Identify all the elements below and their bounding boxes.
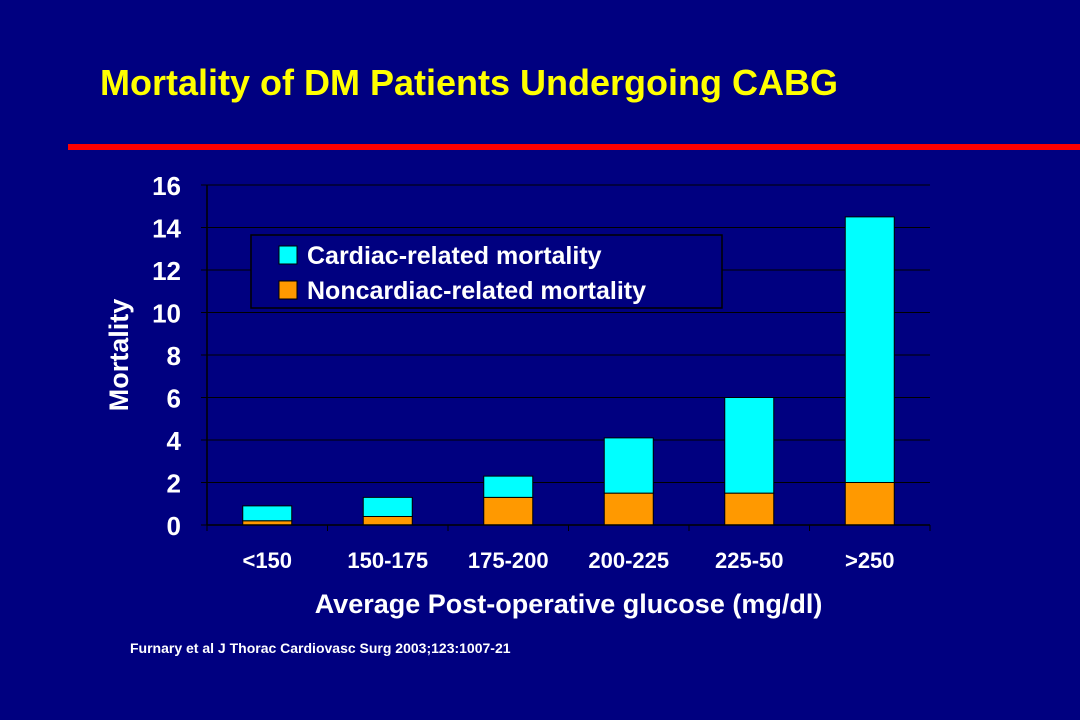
citation: Furnary et al J Thorac Cardiovasc Surg 2… [130,640,511,656]
bar-cardiac [242,505,293,522]
slide-title: Mortality of DM Patients Undergoing CABG [100,62,838,103]
gridlines [207,184,930,483]
x-tick-label: <150 [242,548,292,573]
bar-noncardiac [844,482,895,526]
y-tick-label: 4 [167,426,182,456]
x-tick-label: 225-50 [715,548,784,573]
x-axis-title: Average Post-operative glucose (mg/dl) [315,589,823,619]
y-tick-label: 10 [152,299,181,329]
bar-cardiac [844,216,895,483]
bar-cardiac [362,496,413,517]
y-tick-label: 12 [152,256,181,286]
legend-swatch-noncardiac [278,280,298,300]
bar-noncardiac [724,492,775,526]
y-tick-label: 2 [167,469,181,499]
bar-cardiac [724,397,775,494]
legend: Cardiac-related mortality Noncardiac-rela… [250,234,723,309]
axes: 0 2 4 6 8 10 12 14 16 <150 150-175 175-200 200-225 22… [152,171,931,573]
legend-label: Cardiac-related mortality [307,242,602,270]
bars [242,216,895,526]
x-tick-label: 200-225 [588,548,669,573]
bar-cardiac [483,475,534,498]
legend-swatch-cardiac [278,245,298,265]
title-divider [68,144,1080,150]
legend-box [250,234,723,309]
y-tick-label: 8 [167,341,181,371]
x-tick-label: >250 [845,548,895,573]
bar-noncardiac [483,496,534,526]
y-tick-label: 14 [152,214,181,244]
bar-noncardiac [603,492,654,526]
y-tick-label: 6 [167,384,181,414]
bar-noncardiac [362,516,413,526]
x-tick-label: 150-175 [347,548,428,573]
y-axis-title: Mortality [104,299,134,412]
y-tick-label: 0 [167,511,181,541]
bar-cardiac [603,437,654,494]
legend-label: Noncardiac-related mortality [307,277,646,305]
y-tick-label: 16 [152,171,181,201]
x-tick-label: 175-200 [468,548,549,573]
